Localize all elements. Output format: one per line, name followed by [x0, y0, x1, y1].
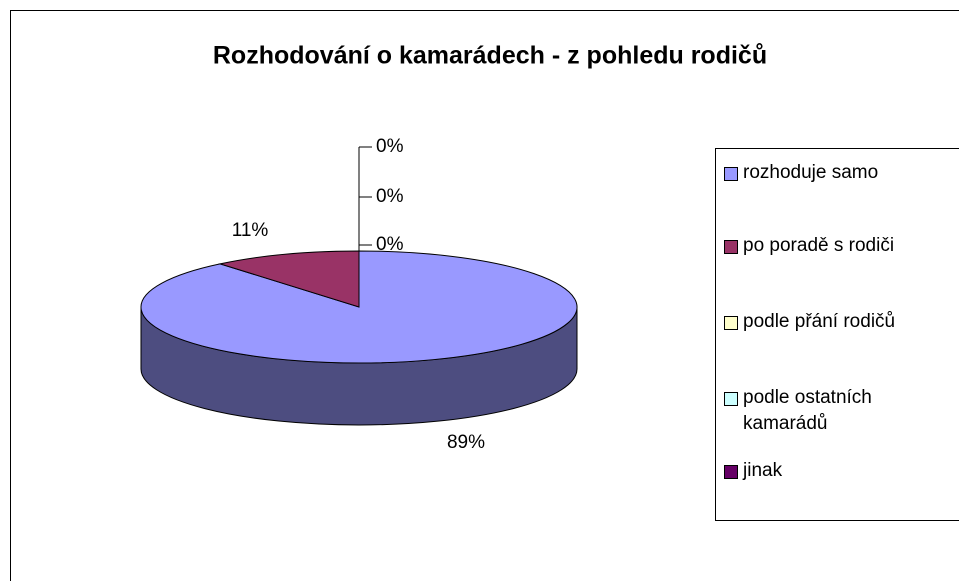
legend-swatch	[724, 392, 738, 406]
chart-title: Rozhodování o kamarádech - z pohledu rod…	[213, 42, 767, 70]
legend-item: jinak	[724, 458, 954, 484]
legend: rozhoduje samo po poradě s rodiči podle př…	[715, 148, 959, 521]
legend-label: jinak	[743, 460, 783, 481]
data-label: 0%	[376, 136, 404, 157]
legend-swatch	[724, 465, 738, 479]
legend-item: podle ostatních kamarádů	[724, 385, 954, 437]
data-label: 0%	[376, 186, 404, 207]
data-label: 89%	[447, 432, 485, 453]
legend-label: podle přání rodičů	[743, 311, 896, 332]
pie-slice	[218, 250, 360, 308]
legend-item: po poradě s rodiči	[724, 233, 954, 259]
data-label: 0%	[376, 234, 404, 255]
legend-label: rozhoduje samo	[743, 162, 879, 183]
legend-label: podle ostatních kamarádů	[743, 387, 872, 434]
legend-label: po poradě s rodiči	[743, 235, 895, 256]
legend-item: rozhoduje samo	[724, 160, 954, 186]
legend-swatch	[724, 167, 738, 181]
data-label: 11%	[232, 220, 269, 241]
legend-swatch	[724, 240, 738, 254]
legend-item: podle přání rodičů	[724, 309, 954, 335]
legend-swatch	[724, 316, 738, 330]
